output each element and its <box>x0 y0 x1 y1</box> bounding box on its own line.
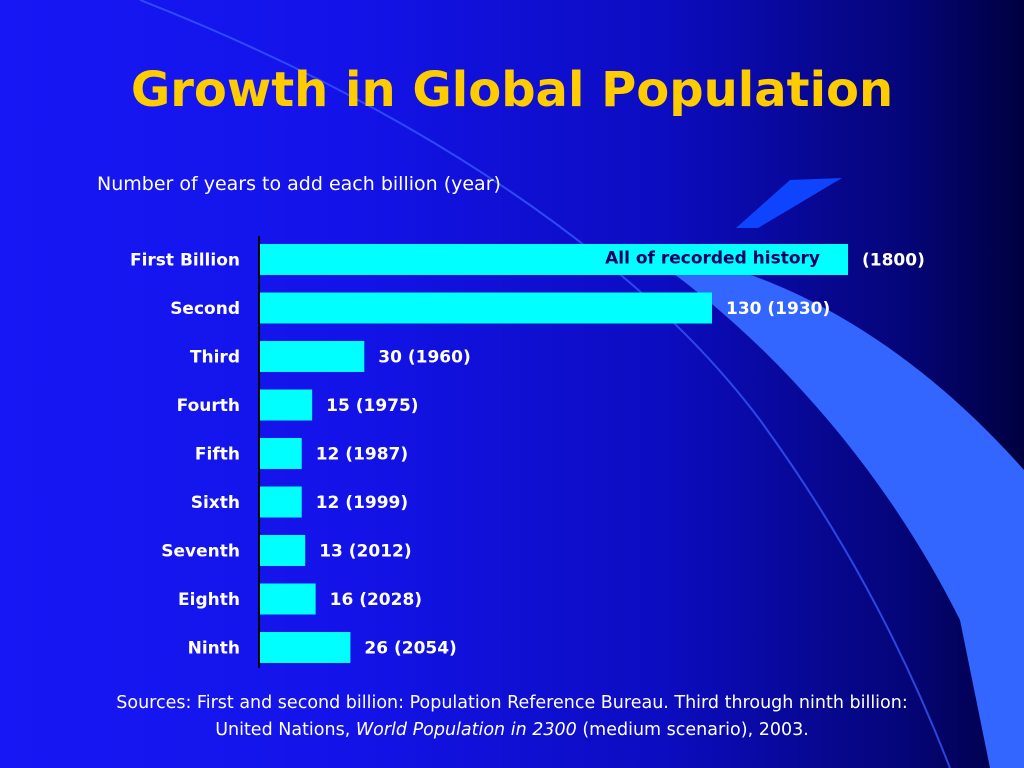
data-label: 13 (2012) <box>319 542 411 562</box>
category-label: Third <box>190 348 240 368</box>
category-label: Sixth <box>191 493 240 513</box>
data-label: (1800) <box>862 251 925 271</box>
bar <box>260 583 316 615</box>
category-label: Second <box>170 299 240 319</box>
data-label: 16 (2028) <box>330 590 422 610</box>
sources-text-1: Sources: First and second billion: Popul… <box>116 693 908 713</box>
category-label: Fourth <box>177 396 240 416</box>
data-label: 30 (1960) <box>378 348 470 368</box>
data-label: 12 (1999) <box>316 493 408 513</box>
bar <box>260 438 302 469</box>
data-label: 15 (1975) <box>326 396 418 416</box>
bar <box>260 389 313 421</box>
category-label: Fifth <box>195 445 240 465</box>
sources-publication-title: World Population in 2300 <box>355 720 577 740</box>
bar <box>260 244 848 275</box>
data-label: 12 (1987) <box>316 445 408 465</box>
category-label: First Billion <box>130 251 240 271</box>
bar <box>260 292 712 324</box>
category-label: Eighth <box>178 590 240 610</box>
sources-note: Sources: First and second billion: Popul… <box>40 690 984 744</box>
swoosh-thin-line <box>139 0 951 768</box>
bar <box>260 341 365 372</box>
category-label: Ninth <box>188 639 240 659</box>
bar <box>260 535 306 566</box>
bar <box>260 486 302 518</box>
category-label: Seventh <box>161 542 240 562</box>
chart-subtitle: Number of years to add each billion (yea… <box>97 173 501 195</box>
swoosh-shape <box>640 250 1024 768</box>
sources-text-3: (medium scenario), 2003. <box>582 720 809 740</box>
data-label: 26 (2054) <box>364 639 456 659</box>
data-label: 130 (1930) <box>726 299 830 319</box>
sources-text-2: United Nations, <box>215 720 351 740</box>
swoosh-slash <box>736 178 842 228</box>
page-title: Growth in Global Population <box>130 62 894 118</box>
bar <box>260 632 351 663</box>
bar-inside-label: All of recorded history <box>605 249 820 269</box>
